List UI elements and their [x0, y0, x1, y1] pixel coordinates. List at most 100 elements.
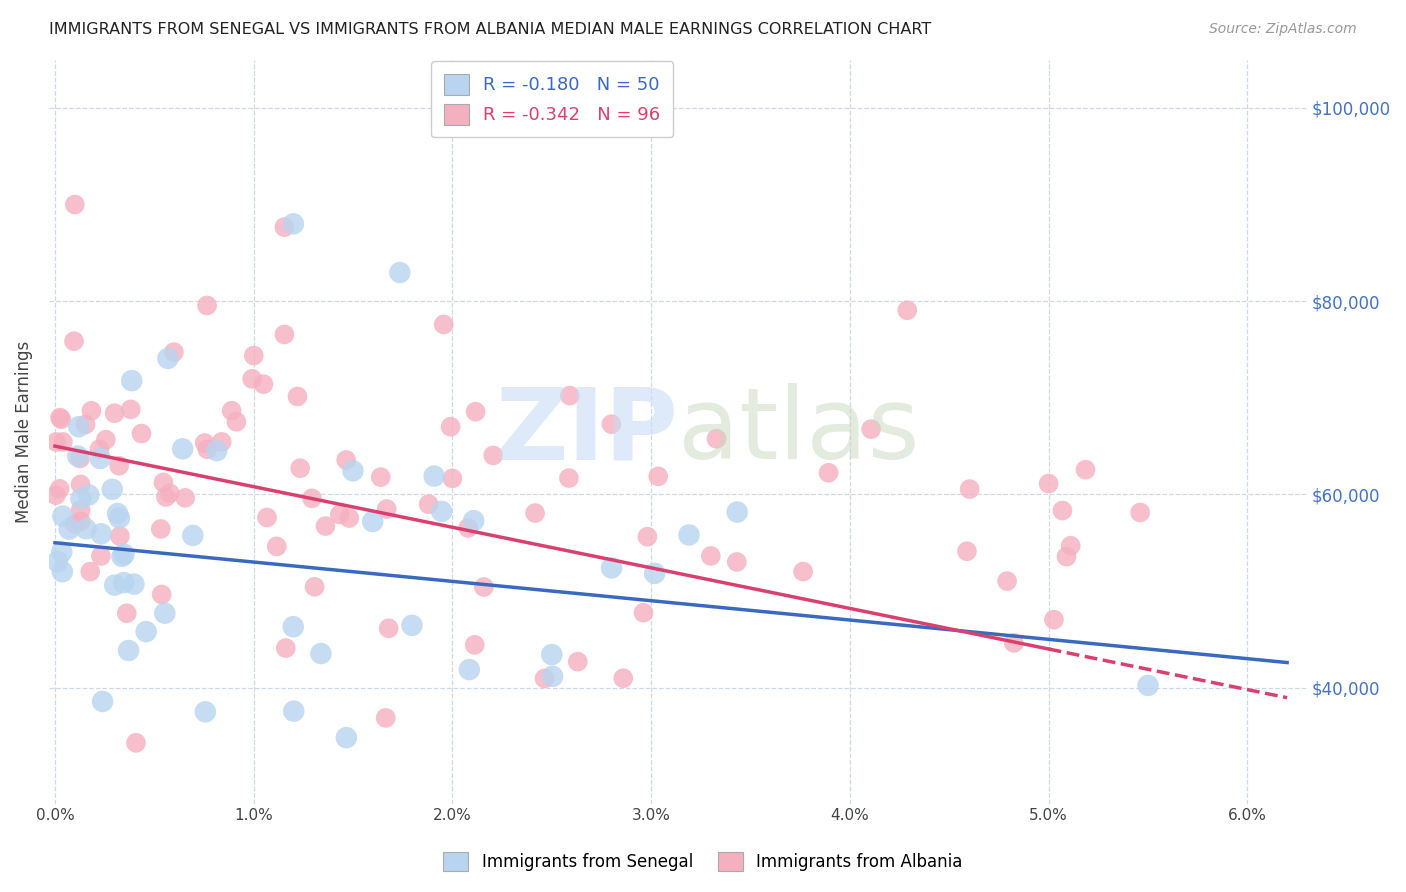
Point: [1074, 463, 1097, 477]
Point: [108, 511, 131, 525]
Point: [194, 436, 217, 450]
Point: [94, 433, 117, 447]
Point: [103, 406, 125, 420]
Point: [290, 461, 312, 475]
Point: [112, 575, 135, 590]
Point: [1002, 636, 1025, 650]
Point: [108, 458, 131, 473]
Point: [120, 402, 142, 417]
Point: [174, 491, 197, 505]
Point: [600, 561, 623, 575]
Point: [266, 540, 288, 554]
Text: IMMIGRANTS FROM SENEGAL VS IMMIGRANTS FROM ALBANIA MEDIAN MALE EARNINGS CORRELAT: IMMIGRANTS FROM SENEGAL VS IMMIGRANTS FR…: [49, 22, 931, 37]
Point: [195, 442, 218, 457]
Point: [101, 483, 124, 497]
Point: [89, 451, 111, 466]
Point: [69, 503, 91, 517]
Point: [63, 197, 86, 211]
Point: [111, 549, 134, 564]
Point: [287, 389, 309, 403]
Point: [1060, 539, 1083, 553]
Point: [377, 621, 399, 635]
Point: [112, 547, 135, 561]
Point: [159, 486, 181, 500]
Point: [463, 514, 485, 528]
Point: [211, 434, 233, 449]
Point: [678, 528, 700, 542]
Point: [361, 515, 384, 529]
Point: [283, 704, 305, 718]
Point: [67, 419, 90, 434]
Point: [69, 477, 91, 491]
Point: [995, 574, 1018, 588]
Point: [63, 516, 86, 531]
Point: [458, 663, 481, 677]
Point: [225, 415, 247, 429]
Point: [240, 372, 263, 386]
Point: [195, 298, 218, 312]
Y-axis label: Median Male Earnings: Median Male Earnings: [15, 341, 32, 523]
Point: [401, 618, 423, 632]
Point: [329, 508, 352, 522]
Point: [155, 490, 177, 504]
Point: [181, 528, 204, 542]
Legend: Immigrants from Senegal, Immigrants from Albania: Immigrants from Senegal, Immigrants from…: [434, 843, 972, 880]
Point: [464, 405, 486, 419]
Text: ZIP: ZIP: [495, 383, 678, 480]
Point: [337, 511, 360, 525]
Point: [152, 475, 174, 490]
Point: [725, 505, 748, 519]
Point: [51, 545, 73, 559]
Point: [335, 453, 357, 467]
Point: [205, 443, 228, 458]
Legend: R = -0.180   N = 50, R = -0.342   N = 96: R = -0.180 N = 50, R = -0.342 N = 96: [432, 62, 673, 137]
Point: [301, 491, 323, 506]
Point: [69, 451, 91, 466]
Point: [75, 522, 97, 536]
Point: [75, 417, 97, 432]
Point: [90, 526, 112, 541]
Point: [375, 502, 398, 516]
Point: [706, 432, 728, 446]
Point: [1129, 506, 1152, 520]
Point: [1043, 613, 1066, 627]
Point: [51, 412, 73, 426]
Point: [418, 497, 440, 511]
Point: [80, 404, 103, 418]
Point: [700, 549, 723, 563]
Point: [439, 419, 461, 434]
Point: [256, 510, 278, 524]
Point: [49, 410, 72, 425]
Point: [172, 442, 194, 456]
Point: [558, 388, 581, 402]
Point: [370, 470, 392, 484]
Point: [221, 403, 243, 417]
Point: [860, 422, 883, 436]
Point: [464, 638, 486, 652]
Point: [121, 374, 143, 388]
Point: [430, 504, 453, 518]
Point: [374, 711, 396, 725]
Point: [45, 488, 67, 502]
Point: [150, 587, 173, 601]
Point: [46, 555, 69, 569]
Point: [156, 351, 179, 366]
Point: [612, 671, 634, 685]
Point: [314, 519, 336, 533]
Point: [107, 507, 129, 521]
Point: [91, 694, 114, 708]
Point: [567, 655, 589, 669]
Point: [63, 334, 86, 348]
Point: [273, 220, 295, 235]
Point: [647, 469, 669, 483]
Point: [541, 669, 564, 683]
Point: [388, 266, 411, 280]
Point: [117, 643, 139, 657]
Point: [540, 648, 562, 662]
Point: [89, 442, 111, 457]
Point: [342, 464, 364, 478]
Point: [896, 303, 918, 318]
Point: [959, 482, 981, 496]
Point: [283, 217, 305, 231]
Point: [69, 515, 91, 529]
